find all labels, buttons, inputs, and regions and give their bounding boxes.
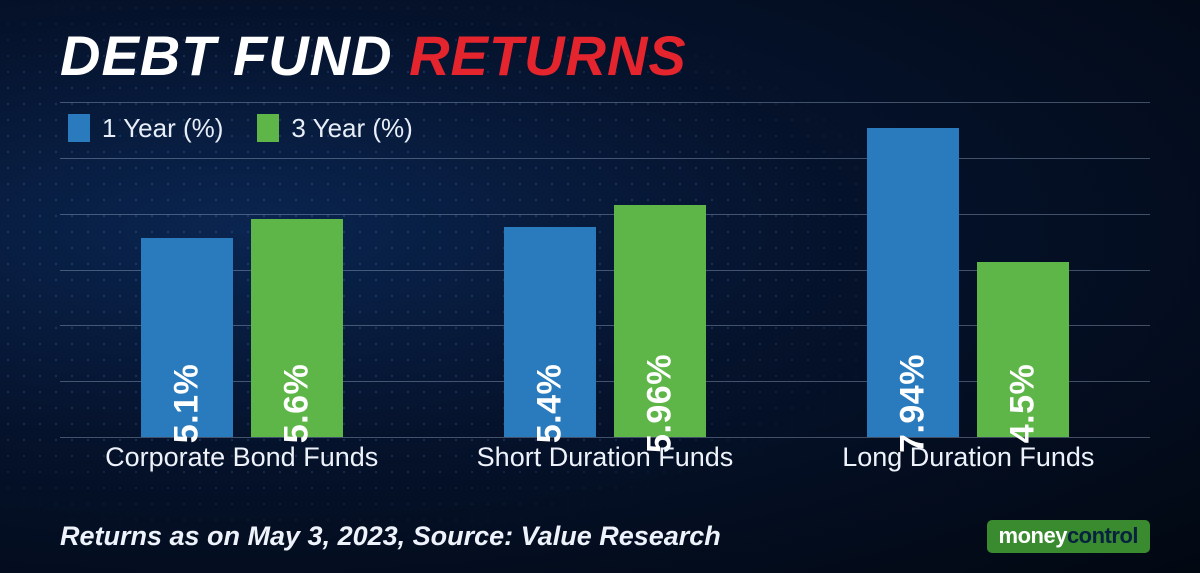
bar-group: 7.94%4.5% [787, 102, 1150, 437]
bar-group: 5.1%5.6% [60, 102, 423, 437]
source-line: Returns as on May 3, 2023, Source: Value… [60, 521, 721, 552]
bar-value-label: 7.94% [894, 354, 933, 453]
bar-value-label: 5.1% [167, 364, 206, 444]
legend-swatch [68, 114, 90, 142]
legend-label: 1 Year (%) [102, 113, 223, 144]
bar: 5.6% [251, 219, 343, 437]
chart-title: DEBT FUND RETURNS [60, 28, 1150, 84]
plot-region: 5.1%5.6%5.4%5.96%7.94%4.5% [60, 102, 1150, 437]
logo-part-2: control [1067, 525, 1138, 547]
legend: 1 Year (%) 3 Year (%) [64, 110, 417, 146]
legend-item: 3 Year (%) [257, 113, 412, 144]
category-label: Short Duration Funds [423, 442, 786, 473]
category-label: Corporate Bond Funds [60, 442, 423, 473]
title-part-1: DEBT FUND [60, 24, 409, 87]
legend-label: 3 Year (%) [291, 113, 412, 144]
legend-item: 1 Year (%) [68, 113, 223, 144]
x-axis-labels: Corporate Bond FundsShort Duration Funds… [60, 442, 1150, 473]
bar-value-label: 5.4% [530, 364, 569, 444]
footer: Returns as on May 3, 2023, Source: Value… [60, 516, 1150, 553]
card: DEBT FUND RETURNS 1 Year (%) 3 Year (%) 5… [0, 0, 1200, 573]
bar: 5.96% [614, 205, 706, 437]
bar-value-label: 5.96% [640, 354, 679, 453]
title-part-2: RETURNS [409, 24, 687, 87]
bar-group: 5.4%5.96% [423, 102, 786, 437]
legend-swatch [257, 114, 279, 142]
bar: 4.5% [977, 262, 1069, 437]
bar: 5.1% [141, 238, 233, 437]
category-label: Long Duration Funds [787, 442, 1150, 473]
chart-area: 1 Year (%)3 Year (%) 5.1%5.6%5.4%5.96%7.… [60, 102, 1150, 514]
logo-part-1: money [999, 525, 1067, 547]
moneycontrol-logo: moneycontrol [987, 520, 1150, 553]
bar: 7.94% [867, 128, 959, 437]
gridline [60, 437, 1150, 438]
bar: 5.4% [504, 227, 596, 437]
bar-value-label: 5.6% [277, 364, 316, 444]
bar-value-label: 4.5% [1004, 364, 1043, 444]
